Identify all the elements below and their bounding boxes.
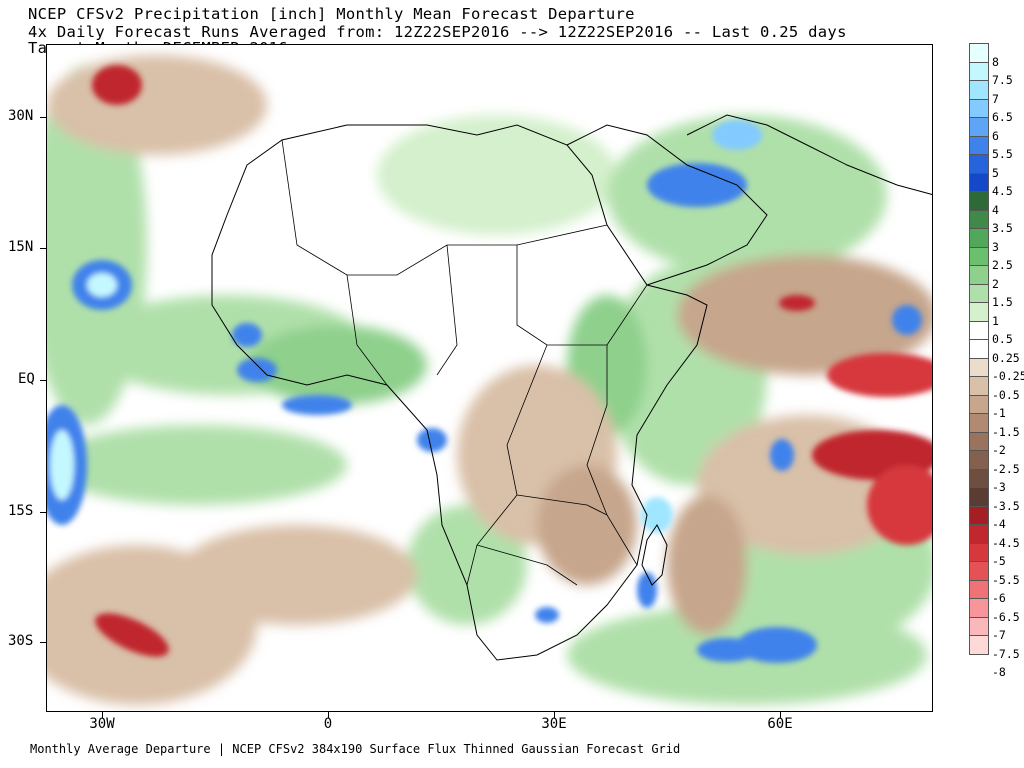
color-legend-label: -7.5 xyxy=(992,646,1020,661)
color-legend-label: 8 xyxy=(992,54,999,69)
color-legend-label: -0.25 xyxy=(992,369,1024,383)
color-legend-swatch xyxy=(969,135,989,155)
color-legend-swatch xyxy=(969,154,989,174)
lat-tick xyxy=(40,248,46,249)
lat-label: 30N xyxy=(8,108,34,124)
color-legend-swatch xyxy=(969,579,989,599)
footer-caption: Monthly Average Departure | NCEP CFSv2 3… xyxy=(30,742,681,756)
color-legend-swatch xyxy=(969,394,989,414)
color-legend-swatch xyxy=(969,635,989,655)
lon-label: 30E xyxy=(541,716,567,732)
color-legend-swatch xyxy=(969,246,989,266)
color-legend-swatch xyxy=(969,80,989,100)
color-legend-label: 4 xyxy=(992,202,999,217)
color-legend-label: 7 xyxy=(992,91,999,106)
color-legend-swatch xyxy=(969,450,989,470)
precipitation-map xyxy=(46,44,933,712)
lon-label: 0 xyxy=(323,716,333,732)
color-legend-swatch xyxy=(969,413,989,433)
chart-title: NCEP CFSv2 Precipitation [inch] Monthly … xyxy=(28,5,635,23)
anomaly-field-strong xyxy=(47,65,932,663)
color-legend-swatch xyxy=(969,117,989,137)
lat-tick xyxy=(40,117,46,118)
color-legend-label: -3.5 xyxy=(992,498,1020,513)
lat-label: 30S xyxy=(8,633,34,649)
color-legend-label: -0.5 xyxy=(992,387,1020,402)
color-legend-swatch xyxy=(969,561,989,581)
lon-label: 30W xyxy=(89,716,115,732)
lon-tick xyxy=(780,712,781,718)
color-legend-label: 3 xyxy=(992,239,999,254)
color-legend-label: -2 xyxy=(992,443,1006,457)
color-legend-label: -8 xyxy=(992,665,1006,679)
color-legend-swatch xyxy=(969,209,989,229)
lat-tick xyxy=(40,642,46,643)
color-legend-label: 0.5 xyxy=(992,332,1013,346)
color-legend-label: -5.5 xyxy=(992,572,1020,587)
color-legend-swatch xyxy=(969,376,989,396)
color-legend-swatch xyxy=(969,598,989,618)
color-legend-label: 3.5 xyxy=(992,221,1013,235)
lon-label: 60E xyxy=(767,716,793,732)
color-legend-swatch xyxy=(969,320,989,340)
color-legend-label: -5 xyxy=(992,554,1006,568)
color-legend-label: 7.5 xyxy=(992,73,1013,87)
color-legend-label: 0.25 xyxy=(992,350,1020,365)
color-legend-label: 4.5 xyxy=(992,184,1013,198)
lon-tick xyxy=(554,712,555,718)
color-legend-label: 1 xyxy=(992,313,999,328)
color-legend-label: -6 xyxy=(992,591,1006,605)
color-legend-label: -6.5 xyxy=(992,609,1020,624)
map-svg xyxy=(47,55,932,705)
color-legend-label: -4 xyxy=(992,517,1006,531)
lat-tick xyxy=(40,380,46,381)
color-legend-swatch xyxy=(969,191,989,211)
color-legend-label: 2.5 xyxy=(992,258,1013,272)
color-legend-swatch xyxy=(969,431,989,451)
color-legend-swatch xyxy=(969,265,989,285)
color-legend-swatch xyxy=(969,302,989,322)
color-legend-swatch xyxy=(969,283,989,303)
color-legend xyxy=(969,43,989,655)
chart-subtitle: 4x Daily Forecast Runs Averaged from: 12… xyxy=(28,23,847,41)
color-legend-label: -1 xyxy=(992,406,1006,420)
color-legend-label: 6.5 xyxy=(992,110,1013,124)
color-legend-label: -1.5 xyxy=(992,424,1020,439)
lat-label: 15S xyxy=(8,503,34,519)
color-legend-swatch xyxy=(969,542,989,562)
color-legend-swatch xyxy=(969,228,989,248)
lat-label: 15N xyxy=(8,239,34,255)
color-legend-label: 6 xyxy=(992,128,999,143)
color-legend-label: 1.5 xyxy=(992,295,1013,309)
color-legend-swatch xyxy=(969,468,989,488)
coastlines xyxy=(211,114,932,661)
color-legend-swatch xyxy=(969,616,989,636)
color-legend-swatch xyxy=(969,172,989,192)
color-legend-label: 5 xyxy=(992,165,999,180)
color-legend-swatch xyxy=(969,339,989,359)
lon-tick xyxy=(102,712,103,718)
color-legend-label: -2.5 xyxy=(992,461,1020,476)
color-legend-swatch xyxy=(969,487,989,507)
color-legend-swatch xyxy=(969,43,989,63)
color-legend-swatch xyxy=(969,61,989,81)
country-borders xyxy=(281,139,648,586)
color-legend-label: 5.5 xyxy=(992,147,1013,161)
color-legend-label: -3 xyxy=(992,480,1006,494)
color-legend-swatch xyxy=(969,524,989,544)
color-legend-swatch xyxy=(969,357,989,377)
lon-tick xyxy=(328,712,329,718)
lat-tick xyxy=(40,512,46,513)
color-legend-label: 2 xyxy=(992,276,999,291)
lat-label: EQ xyxy=(18,371,35,387)
anomaly-field-light xyxy=(47,55,932,705)
color-legend-label: -7 xyxy=(992,628,1006,642)
color-legend-swatch xyxy=(969,98,989,118)
color-legend-label: -4.5 xyxy=(992,535,1020,550)
color-legend-swatch xyxy=(969,505,989,525)
